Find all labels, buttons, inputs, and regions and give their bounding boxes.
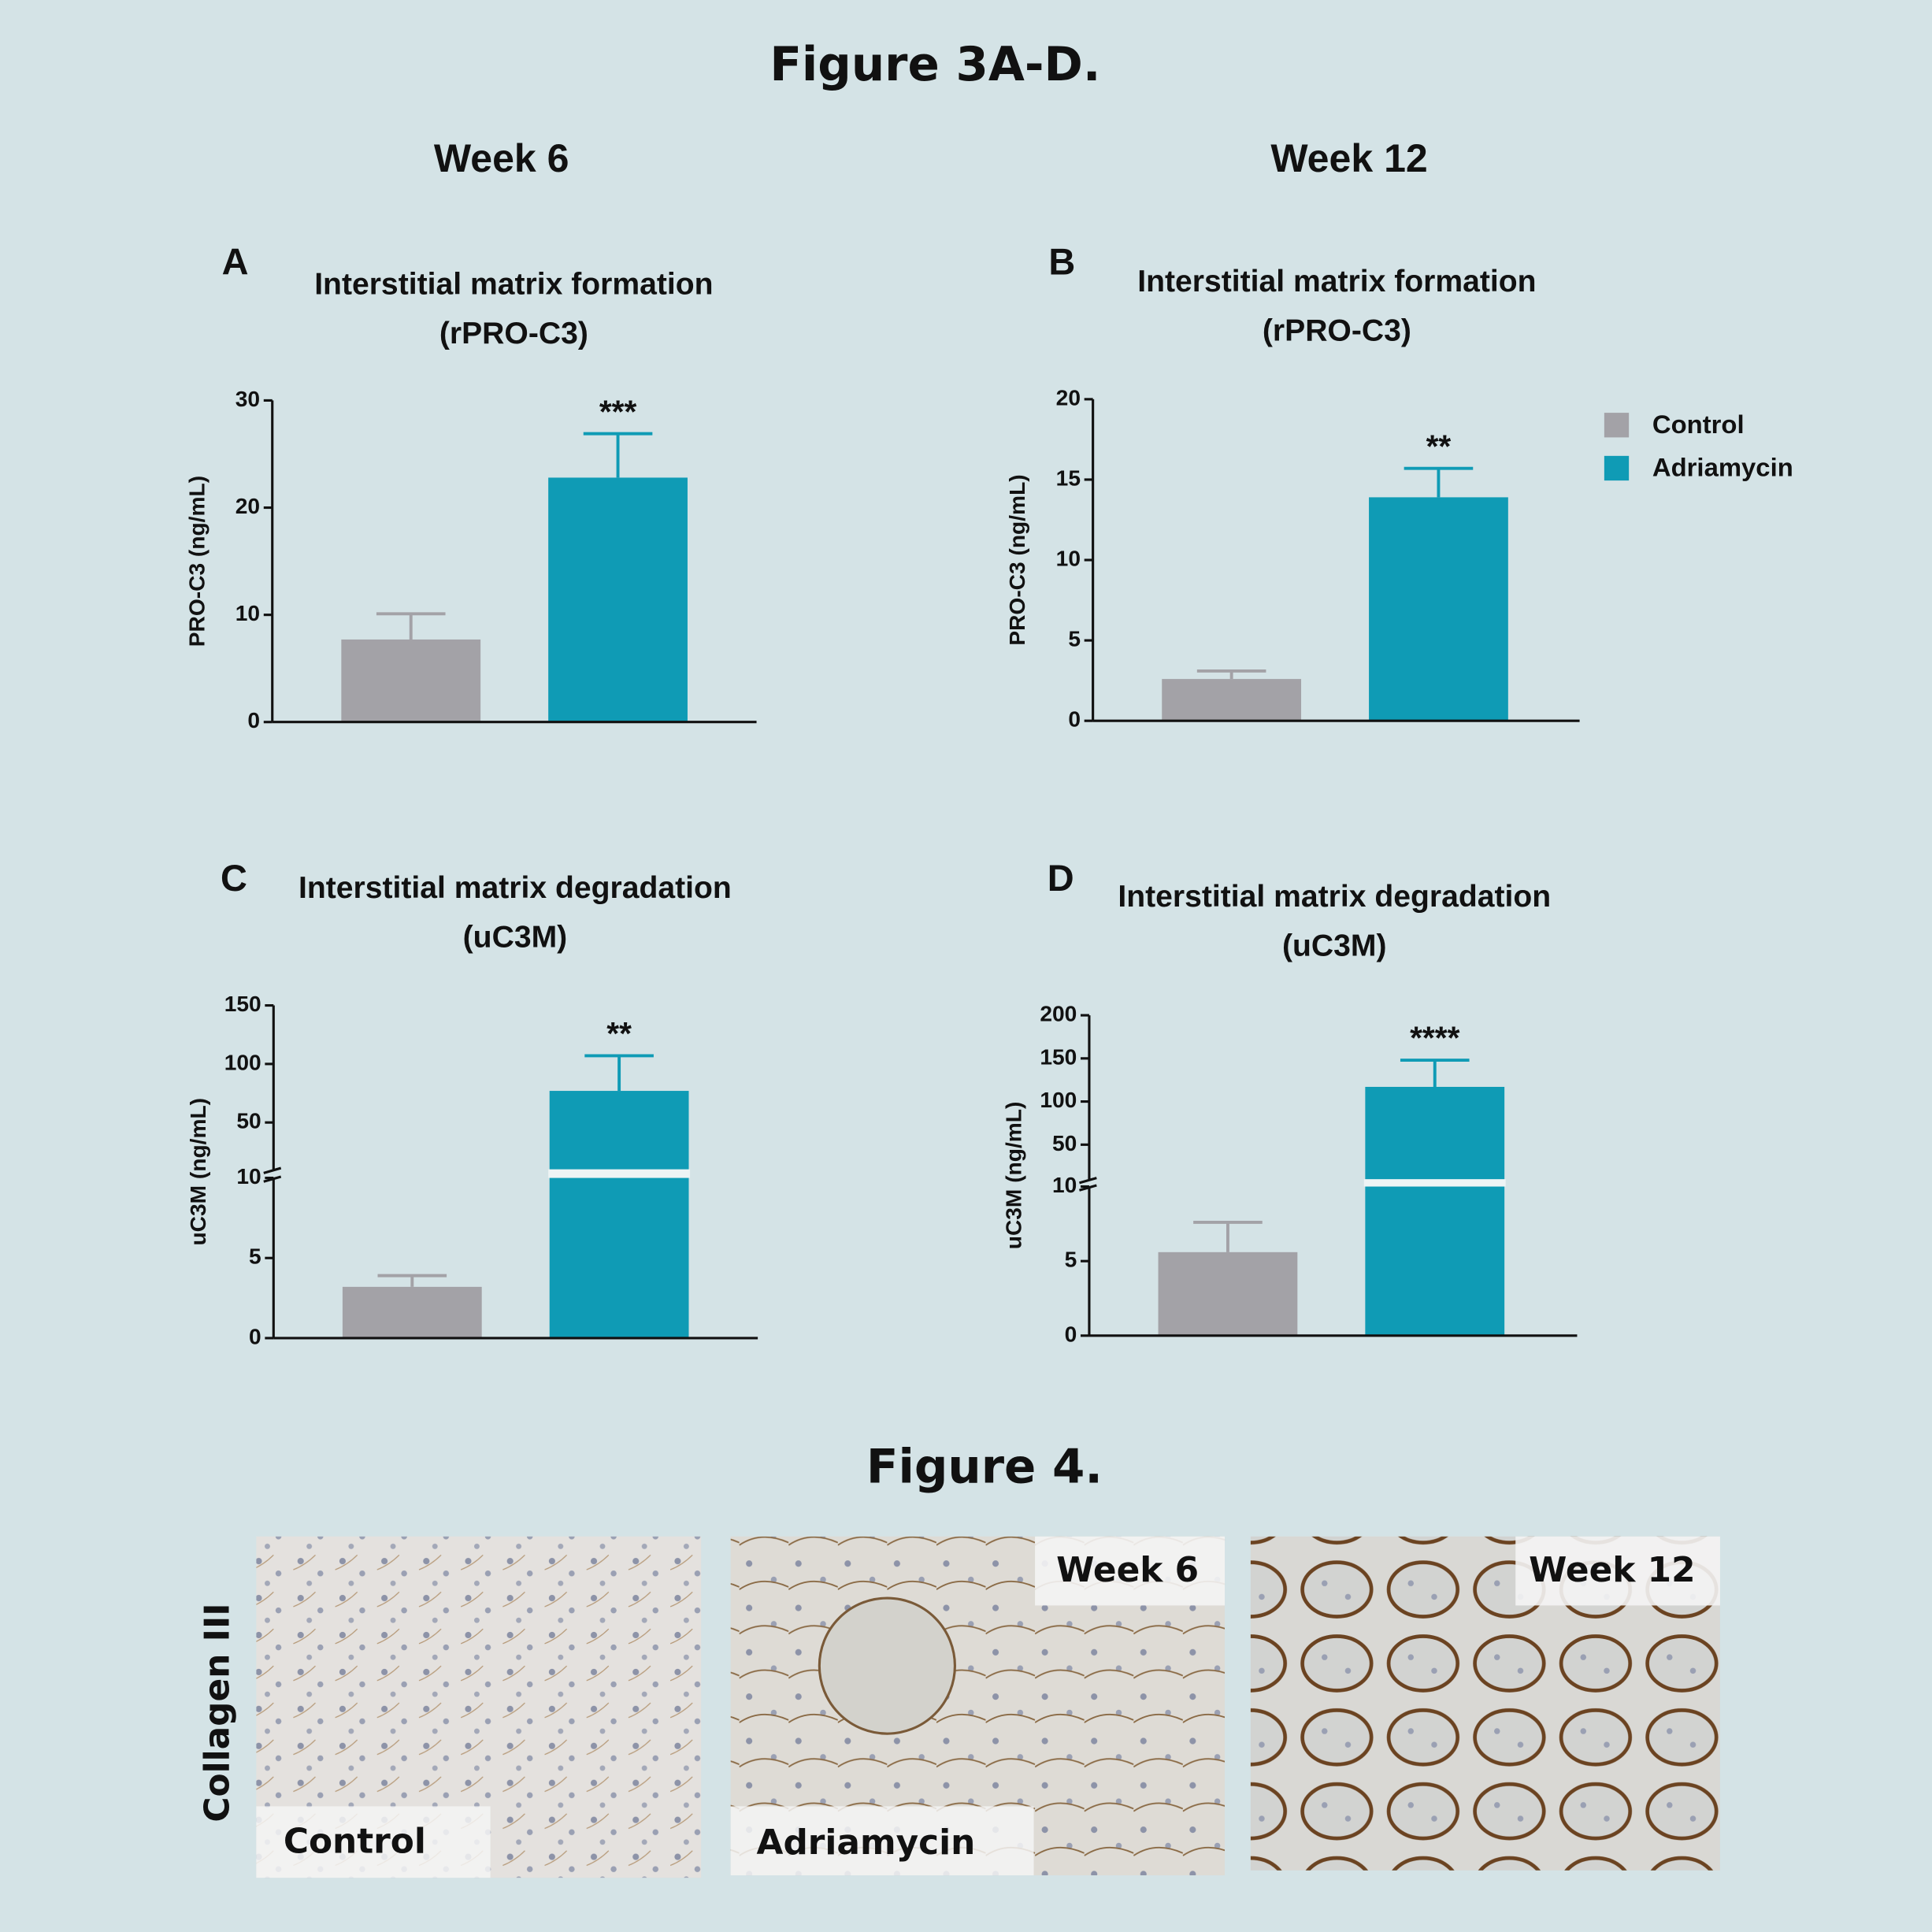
chart-title: Interstitial matrix formation	[1137, 265, 1536, 299]
bar	[548, 477, 688, 722]
error-bar	[1404, 466, 1474, 498]
y-tick-label: 20	[1056, 385, 1081, 410]
column-header: Week 12	[1270, 136, 1427, 180]
y-tick-label: 0	[1068, 707, 1081, 732]
label-box	[256, 1806, 491, 1878]
row-label: Collagen III	[197, 1603, 237, 1822]
bar	[341, 639, 481, 722]
y-tick-label: 100	[224, 1050, 261, 1074]
axis-break	[263, 1175, 282, 1183]
glomerulus	[818, 1596, 956, 1735]
y-tick-label: 10	[1052, 1173, 1077, 1197]
significance: ***	[599, 393, 637, 429]
panel-label: Control	[284, 1821, 426, 1861]
axis-break	[263, 1166, 282, 1174]
y-tick-label: 5	[249, 1244, 261, 1269]
y-axis-label: uC3M (ng/mL)	[186, 1098, 210, 1246]
y-tick-label: 50	[1052, 1131, 1077, 1155]
panel-letter: D	[1048, 858, 1074, 899]
y-tick-label: 0	[249, 1324, 261, 1348]
significance: **	[606, 1015, 632, 1051]
axis-break	[1078, 1177, 1097, 1185]
error-bar	[376, 612, 446, 640]
panel-letter: C	[221, 858, 247, 899]
significance: ****	[1410, 1020, 1459, 1056]
error-bar	[377, 1274, 447, 1287]
y-tick-label: 150	[1040, 1044, 1077, 1069]
chart-subtitle: (uC3M)	[1282, 929, 1387, 962]
legend-swatch	[1604, 413, 1630, 438]
bar	[1369, 497, 1508, 721]
label-box	[1515, 1536, 1720, 1606]
column-header: Week 6	[434, 136, 569, 180]
y-tick-label: 10	[1056, 546, 1081, 570]
y-tick-label: 100	[1040, 1088, 1077, 1112]
chart-title: Interstitial matrix degradation	[1118, 880, 1551, 914]
chart-title: Interstitial matrix formation	[314, 267, 713, 301]
panel-header: Week 6	[1056, 1550, 1199, 1590]
significance: **	[1426, 428, 1452, 464]
error-bar	[1193, 1221, 1263, 1252]
y-tick-label: 10	[236, 1164, 261, 1188]
y-tick-label: 0	[1065, 1322, 1077, 1346]
panel-letter: B	[1048, 242, 1075, 283]
bar-break	[548, 1169, 691, 1178]
panel-label: Adriamycin	[757, 1823, 976, 1863]
panel-letter: A	[222, 242, 249, 283]
y-tick-label: 50	[236, 1109, 261, 1133]
bar-break	[1363, 1179, 1506, 1187]
y-tick-label: 150	[224, 992, 261, 1016]
y-tick-label: 10	[235, 601, 260, 625]
bar	[1162, 679, 1302, 721]
chart-title: Interstitial matrix degradation	[299, 871, 732, 905]
legend-swatch	[1604, 455, 1630, 481]
y-tick-label: 0	[247, 708, 260, 732]
legend-label: Control	[1652, 410, 1745, 439]
y-tick-label: 5	[1068, 627, 1081, 651]
bar	[342, 1286, 482, 1338]
y-tick-label: 5	[1065, 1248, 1077, 1272]
label-box	[730, 1806, 1034, 1876]
error-bar	[1196, 669, 1266, 680]
y-tick-label: 30	[235, 387, 260, 411]
chart-subtitle: (rPRO-C3)	[439, 317, 588, 350]
legend-label: Adriamycin	[1652, 453, 1793, 482]
y-tick-label: 15	[1056, 465, 1081, 490]
y-axis-label: PRO-C3 (ng/mL)	[184, 476, 209, 647]
figure-title: Figure 4.	[866, 1440, 1103, 1494]
error-bar	[584, 1054, 654, 1092]
chart-subtitle: (rPRO-C3)	[1263, 314, 1411, 348]
label-box	[1035, 1536, 1226, 1606]
y-tick-label: 20	[235, 494, 260, 518]
panel-header: Week 12	[1529, 1550, 1695, 1590]
error-bar	[1400, 1059, 1470, 1087]
figure-title: Figure 3A-D.	[769, 38, 1100, 92]
axis-break	[1078, 1184, 1097, 1192]
chart-subtitle: (uC3M)	[463, 920, 568, 954]
error-bar	[583, 432, 653, 478]
bar	[549, 1091, 689, 1338]
y-tick-label: 200	[1040, 1002, 1077, 1026]
bar	[1365, 1086, 1505, 1336]
y-axis-label: uC3M (ng/mL)	[1002, 1102, 1026, 1250]
bar	[1158, 1252, 1298, 1336]
y-axis-label: PRO-C3 (ng/mL)	[1005, 474, 1029, 645]
